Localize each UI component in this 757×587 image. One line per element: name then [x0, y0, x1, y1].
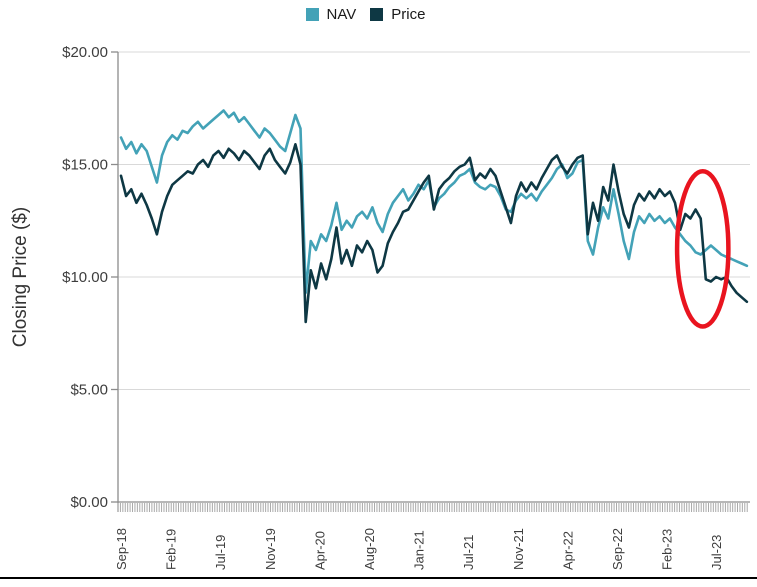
legend-label-nav: NAV — [326, 6, 357, 23]
data-series — [119, 109, 749, 324]
bottom-divider — [0, 577, 757, 579]
x-axis-ticks: Sep-18 Feb-19 Jul-19 Nov-19 Apr-20 Aug-20 Jan-… — [114, 503, 748, 570]
x-tick-label: Aug-20 — [362, 528, 377, 570]
legend-item-price: Price — [370, 6, 425, 23]
legend-item-nav: NAV — [305, 6, 357, 23]
y-tick-label: $0.00 — [70, 494, 108, 511]
y-tick-label: $5.00 — [70, 382, 108, 399]
y-tick-label: $20.00 — [62, 44, 108, 61]
x-tick-label: Feb-19 — [164, 529, 179, 570]
x-tick-label: Jul-23 — [709, 535, 724, 570]
highlight-ellipse — [674, 169, 731, 329]
x-tick-label: Jan-21 — [412, 530, 427, 570]
axes — [117, 52, 750, 512]
x-tick-label: Nov-19 — [263, 528, 278, 570]
y-axis-ticks: $0.00 $5.00 $10.00 $15.00 $20.00 — [62, 44, 118, 511]
x-tick-label: Jul-19 — [213, 535, 228, 570]
y-axis-title: Closing Price ($) — [10, 207, 31, 347]
x-tick-label: Feb-23 — [660, 529, 675, 570]
legend-label-price: Price — [391, 6, 426, 23]
x-tick-label: Sep-18 — [114, 528, 129, 570]
price-line — [119, 143, 749, 324]
x-tick-label: Apr-22 — [560, 531, 575, 570]
y-tick-label: $15.00 — [62, 157, 108, 174]
gridlines — [118, 51, 750, 390]
x-tick-label: Jul-21 — [461, 535, 476, 570]
y-tick-label: $10.00 — [62, 269, 108, 286]
x-tick-label: Apr-20 — [312, 531, 327, 570]
nav-swatch-icon — [305, 8, 319, 21]
chart-legend: NAV Price — [0, 6, 757, 23]
x-tick-label: Sep-22 — [610, 528, 625, 570]
x-tick-label: Nov-21 — [511, 528, 526, 570]
highlight-annotation — [674, 169, 731, 329]
price-swatch-icon — [370, 8, 384, 21]
